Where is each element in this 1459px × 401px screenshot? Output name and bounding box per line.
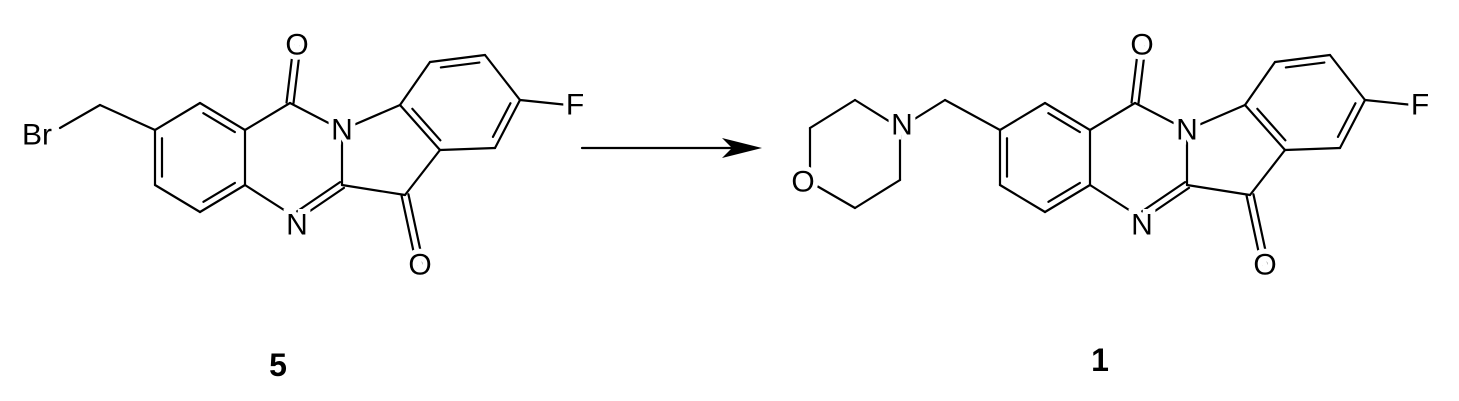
bond (1243, 103, 1287, 152)
atom-label: O (1253, 249, 1276, 282)
bond (1140, 186, 1191, 221)
double-bond (439, 61, 481, 69)
bond (1363, 98, 1415, 107)
double-bond (1047, 112, 1081, 134)
compound-number: 5 (269, 347, 287, 383)
bond (1283, 146, 1342, 152)
bond (853, 98, 902, 130)
double-bond (411, 107, 442, 142)
bond (1088, 101, 1137, 132)
bond (438, 146, 497, 152)
atom-label: N (891, 109, 913, 142)
bond (1243, 60, 1277, 107)
bond (898, 98, 947, 130)
compound-number: 1 (1091, 342, 1109, 378)
atom-label: O (791, 166, 814, 199)
bond (198, 183, 247, 214)
bond (340, 103, 402, 132)
arrow-head (722, 138, 762, 158)
bond (1136, 181, 1187, 216)
bond (1137, 44, 1147, 105)
bond (943, 98, 1002, 132)
bond (808, 98, 857, 130)
bond (403, 148, 442, 197)
atom-label: N (1176, 114, 1198, 147)
bond (1248, 148, 1287, 197)
double-bond (1047, 181, 1082, 203)
bond (483, 53, 522, 102)
bond (1133, 101, 1189, 132)
bond (295, 186, 346, 221)
atom-label: N (286, 209, 308, 242)
bond (340, 183, 407, 197)
double-bond (202, 181, 237, 203)
bond (1328, 53, 1367, 102)
double-bond (491, 102, 512, 138)
bonds (58, 43, 1415, 267)
bond (493, 98, 522, 150)
bond (285, 43, 295, 104)
bond (428, 53, 487, 64)
atom-label: F (1411, 89, 1429, 122)
bond (1273, 53, 1332, 64)
atom-label: Br (22, 119, 52, 152)
bond (58, 103, 102, 130)
bond (292, 44, 302, 105)
bond (1043, 183, 1092, 214)
bond (291, 181, 342, 216)
atom-label: N (331, 114, 353, 147)
bond (288, 101, 344, 132)
double-bond (1256, 107, 1287, 142)
bond (808, 180, 857, 210)
atom-label: N (1131, 209, 1153, 242)
double-bond (1284, 61, 1326, 69)
bond (1252, 193, 1270, 266)
double-bond (202, 112, 236, 134)
bond (407, 193, 425, 266)
bond (1245, 194, 1263, 267)
bond (1338, 98, 1367, 150)
bond (98, 103, 157, 132)
atom-label: O (1130, 29, 1153, 62)
bond (998, 101, 1047, 132)
atom-label: O (408, 249, 431, 282)
bond (243, 101, 292, 132)
bond (198, 101, 247, 132)
bond (1130, 43, 1140, 104)
bond (853, 178, 902, 210)
bond (518, 98, 570, 107)
atom-label: F (566, 89, 584, 122)
bond (398, 60, 432, 107)
bond (243, 183, 297, 219)
double-bond (1336, 102, 1357, 138)
bond (1185, 103, 1247, 132)
bond (153, 183, 202, 214)
bond (1043, 101, 1092, 132)
bond (398, 103, 442, 152)
bond (400, 194, 418, 267)
bond (1185, 183, 1252, 197)
atom-label: O (285, 29, 308, 62)
bond (998, 183, 1047, 214)
bond (1088, 183, 1142, 219)
atom-labels: O N F N O Br O N F N O O N (17, 24, 1434, 287)
bond (153, 101, 202, 132)
